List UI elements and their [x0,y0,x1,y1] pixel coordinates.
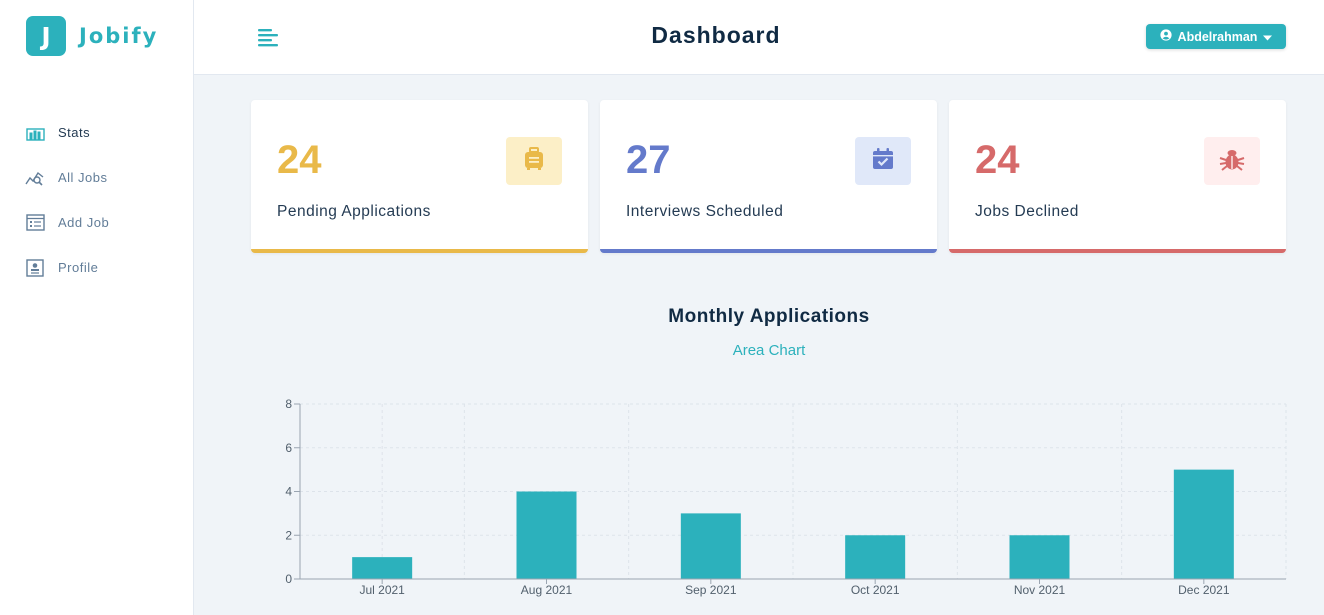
chart-bar [516,491,577,579]
stat-card-pending: 24 Pending Applications [251,100,588,253]
chart-bar [845,535,906,579]
bar-chart-icon [25,123,45,143]
stat-label: Pending Applications [277,203,431,220]
sidebar-item-label: Stats [58,125,91,140]
calendar-check-icon [871,147,895,176]
profile-card-icon [25,258,45,278]
page-title: Dashboard [651,22,781,48]
sidebar-item-label: Add Job [58,215,110,230]
logo[interactable]: J Jobify [26,16,158,56]
y-tick-label: 4 [285,485,292,499]
user-name: Abdelrahman [1177,29,1258,44]
bug-icon [1219,147,1245,176]
chart-title: Monthly Applications [668,306,870,327]
user-menu-button[interactable]: Abdelrahman [1146,24,1286,49]
user-circle-icon [1159,29,1172,44]
x-tick-label: Jul 2021 [359,583,405,597]
sidebar-item-stats[interactable]: Stats [25,110,109,155]
stat-count: 27 [626,138,671,182]
y-tick-label: 8 [285,397,292,411]
x-tick-label: Nov 2021 [1014,583,1066,597]
sidebar-item-add-job[interactable]: Add Job [25,200,109,245]
x-tick-label: Sep 2021 [685,583,737,597]
y-tick-label: 0 [285,572,292,586]
y-tick-label: 6 [285,441,292,455]
sidebar-item-label: Profile [58,260,99,275]
form-icon [25,213,45,233]
stat-icon-box [855,137,911,185]
stat-count: 24 [277,138,322,182]
stat-icon-box [506,137,562,185]
stat-icon-box [1204,137,1260,185]
stat-label: Jobs Declined [975,203,1079,220]
logo-text: Jobify [79,24,159,48]
sidebar-item-label: All Jobs [58,170,108,185]
x-tick-label: Dec 2021 [1178,583,1230,597]
logo-mark: J [26,16,66,56]
stat-card-declined: 24 Jobs Declined [949,100,1286,253]
stat-label: Interviews Scheduled [626,203,784,220]
x-tick-label: Oct 2021 [851,583,900,597]
sidebar: J Jobify Stats All Job [0,0,194,615]
chart-bar [1173,469,1234,579]
chart-bar [1009,535,1070,579]
sidebar-item-all-jobs[interactable]: All Jobs [25,155,109,200]
chart-bar [352,557,413,579]
query-stats-icon [25,168,45,188]
suitcase-icon [523,146,545,176]
caret-down-icon [1263,30,1273,44]
x-tick-label: Aug 2021 [521,583,573,597]
chart-bar [680,513,741,579]
sidebar-nav: Stats All Jobs [25,110,109,290]
sidebar-toggle-button[interactable] [257,26,279,48]
chart-type-toggle-button[interactable]: Area Chart [732,342,806,359]
sidebar-item-profile[interactable]: Profile [25,245,109,290]
y-tick-label: 2 [285,528,292,542]
top-navbar: Dashboard Abdelrahman [194,0,1324,75]
stat-card-interviews: 27 Interviews Scheduled [600,100,937,253]
align-left-icon [257,29,279,52]
stat-count: 24 [975,138,1020,182]
